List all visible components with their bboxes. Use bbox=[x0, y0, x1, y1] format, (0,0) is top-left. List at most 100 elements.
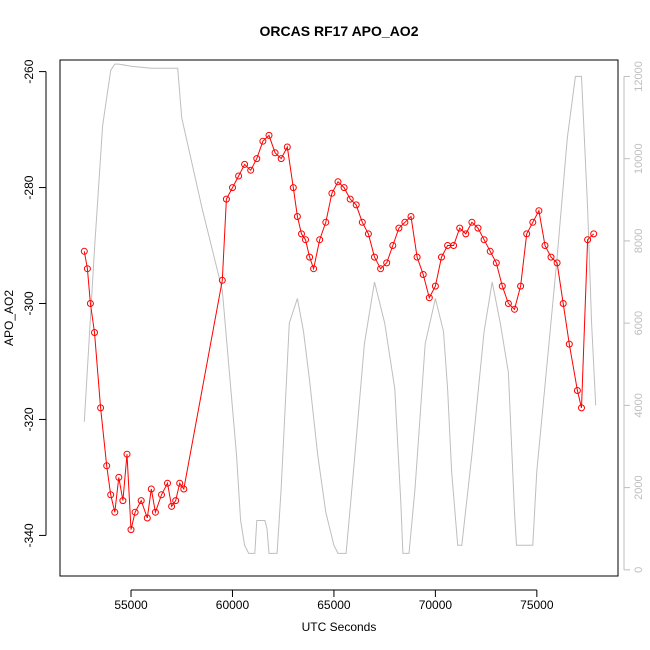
apo-data-point bbox=[235, 172, 243, 180]
apo-data-point bbox=[127, 526, 135, 534]
apo-data-point bbox=[523, 230, 531, 238]
apo-data-point bbox=[277, 155, 285, 163]
apo-series-line bbox=[83, 134, 595, 530]
apo-data-point bbox=[83, 265, 91, 273]
apo-data-point bbox=[419, 271, 427, 278]
apo-data-point bbox=[218, 276, 226, 284]
y2-tick-label: 6000 bbox=[633, 311, 645, 335]
apo-data-point bbox=[371, 253, 378, 261]
y2-tick-label: 12000 bbox=[633, 61, 645, 92]
apo-data-point bbox=[346, 195, 354, 203]
chart-title: ORCAS RF17 APO_AO2 bbox=[260, 23, 419, 39]
apo-data-point bbox=[293, 213, 301, 220]
apo-data-point bbox=[97, 404, 105, 412]
apo-data-point bbox=[180, 485, 188, 493]
apo-data-point bbox=[425, 294, 433, 302]
apo-data-point bbox=[364, 230, 372, 238]
x-tick-label: 75000 bbox=[520, 598, 554, 612]
apo-data-point bbox=[271, 149, 279, 157]
apo-data-point bbox=[474, 224, 482, 232]
apo-data-point bbox=[413, 253, 421, 261]
apo-data-point bbox=[229, 184, 236, 192]
apo-data-point bbox=[565, 340, 573, 348]
y2-tick-label: 8000 bbox=[633, 229, 645, 253]
series-layer bbox=[80, 63, 598, 554]
apo-data-point bbox=[168, 502, 176, 510]
y2-tick-label: 10000 bbox=[633, 143, 645, 174]
apo-data-point bbox=[559, 300, 567, 307]
apo-data-point bbox=[584, 236, 592, 244]
apo-data-point bbox=[131, 508, 139, 516]
apo-data-point bbox=[401, 218, 409, 226]
apo-data-point bbox=[450, 242, 458, 249]
y2-tick-label: 2000 bbox=[633, 475, 645, 499]
apo-data-point bbox=[241, 160, 249, 168]
apo-data-point bbox=[91, 329, 98, 336]
plot-frame bbox=[59, 59, 619, 577]
apo-data-point bbox=[535, 207, 543, 215]
apo-data-point bbox=[310, 265, 318, 273]
y2-tick-label: 4000 bbox=[633, 393, 645, 417]
apo-data-point bbox=[377, 265, 385, 273]
x-axis-label: UTC Seconds bbox=[302, 620, 377, 634]
apo-data-point bbox=[358, 218, 366, 226]
apo-data-point bbox=[253, 155, 261, 163]
apo-data-point bbox=[389, 242, 397, 249]
y-axis-left: -340 -320 -300 -280 -260 bbox=[22, 59, 47, 547]
y-axis-right: 0 2000 4000 6000 8000 10000 12000 bbox=[623, 61, 645, 573]
apo-data-point bbox=[395, 224, 403, 232]
x-tick-label: 70000 bbox=[419, 598, 453, 612]
apo-data-point bbox=[86, 300, 94, 307]
apo-data-point bbox=[498, 282, 506, 290]
y2-tick-label: 0 bbox=[633, 567, 645, 573]
apo-data-point bbox=[115, 473, 123, 481]
apo-data-point bbox=[553, 259, 561, 267]
apo-data-point bbox=[103, 462, 111, 470]
apo-data-point bbox=[172, 497, 180, 505]
apo-data-point bbox=[265, 131, 273, 139]
apo-data-point bbox=[340, 184, 348, 192]
y-tick-label: -300 bbox=[22, 291, 36, 315]
apo-data-point bbox=[316, 236, 324, 244]
apo-data-point bbox=[147, 485, 155, 493]
y-tick-label: -320 bbox=[22, 407, 36, 431]
apo-data-point bbox=[247, 166, 255, 174]
x-tick-label: 60000 bbox=[216, 598, 250, 612]
apo-data-point bbox=[511, 305, 518, 313]
x-tick-label: 55000 bbox=[114, 598, 148, 612]
apo-data-point bbox=[151, 508, 159, 516]
apo-data-point bbox=[158, 491, 165, 499]
apo-data-point bbox=[517, 282, 525, 290]
apo-data-point bbox=[322, 218, 330, 226]
apo-data-point bbox=[590, 230, 598, 238]
apo-data-point bbox=[468, 218, 476, 226]
y-axis-label: APO_AO2 bbox=[2, 290, 16, 346]
apo-data-point bbox=[302, 236, 309, 244]
apo-data-point bbox=[438, 253, 445, 261]
apo-data-point bbox=[407, 213, 415, 220]
apo-data-point bbox=[547, 253, 555, 261]
apo-data-point bbox=[541, 242, 549, 249]
apo-data-point bbox=[164, 479, 171, 487]
apo-data-point bbox=[176, 479, 184, 487]
apo-data-point bbox=[80, 247, 88, 255]
y-tick-label: -340 bbox=[22, 523, 36, 547]
apo-data-point bbox=[111, 508, 119, 516]
apo-data-point bbox=[352, 201, 360, 209]
apo-data-point bbox=[529, 218, 537, 226]
altitude-series-line bbox=[83, 63, 597, 554]
apo-data-point bbox=[306, 253, 314, 261]
x-tick-label: 65000 bbox=[317, 598, 351, 612]
y-tick-label: -280 bbox=[22, 175, 36, 199]
apo-data-point bbox=[298, 230, 305, 238]
apo-data-point bbox=[334, 178, 342, 186]
apo-data-point bbox=[383, 259, 391, 267]
apo-data-point bbox=[259, 137, 267, 145]
apo-data-point bbox=[137, 497, 145, 505]
apo-data-point bbox=[222, 195, 230, 203]
x-axis: 55000 60000 65000 70000 75000 bbox=[114, 589, 554, 612]
apo-data-point bbox=[480, 236, 488, 244]
